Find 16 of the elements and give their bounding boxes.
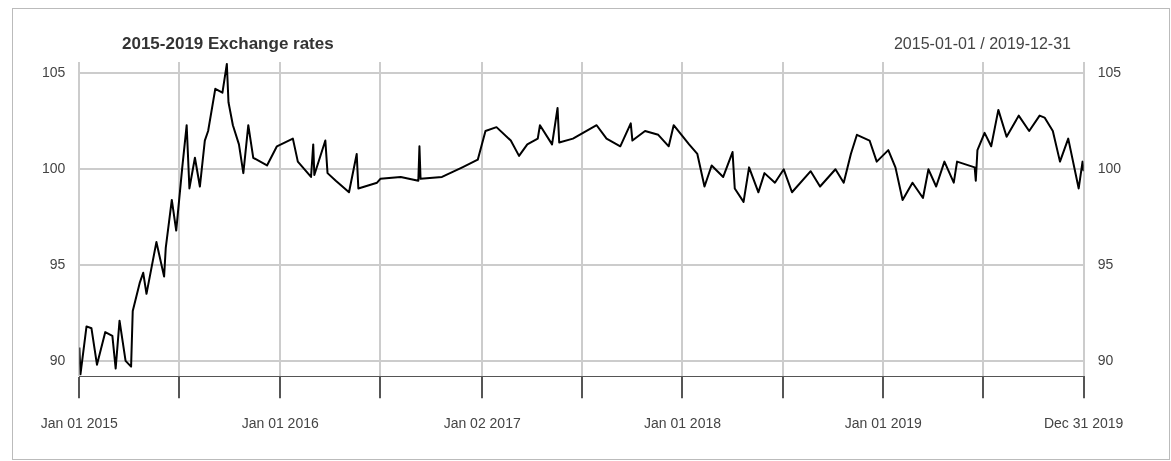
y-tick-label: 90 [49, 351, 66, 368]
x-tick-label: Jan 02 2017 [443, 415, 521, 432]
y2-tick-label: 100 [1097, 160, 1122, 177]
x-tick-label: Jan 01 2016 [241, 415, 319, 432]
y-tick-label: 95 [49, 255, 66, 272]
y-tick-label: 100 [42, 160, 66, 177]
y2-tick-label: 105 [1097, 64, 1122, 81]
chart-subtitle: 2015-01-01 / 2019-12-31 [893, 35, 1071, 53]
y2-tick-label: 90 [1097, 351, 1114, 368]
x-tick-label: Dec 31 2019 [1043, 415, 1124, 432]
x-tick-label: Jan 01 2019 [844, 415, 923, 432]
x-tick-label: Jan 01 2018 [643, 415, 722, 432]
chart-title: 2015-2019 Exchange rates [122, 34, 334, 54]
x-tick-label: Jan 01 2015 [40, 415, 119, 432]
y-tick-label: 105 [42, 64, 66, 81]
y2-tick-label: 95 [1097, 255, 1114, 272]
